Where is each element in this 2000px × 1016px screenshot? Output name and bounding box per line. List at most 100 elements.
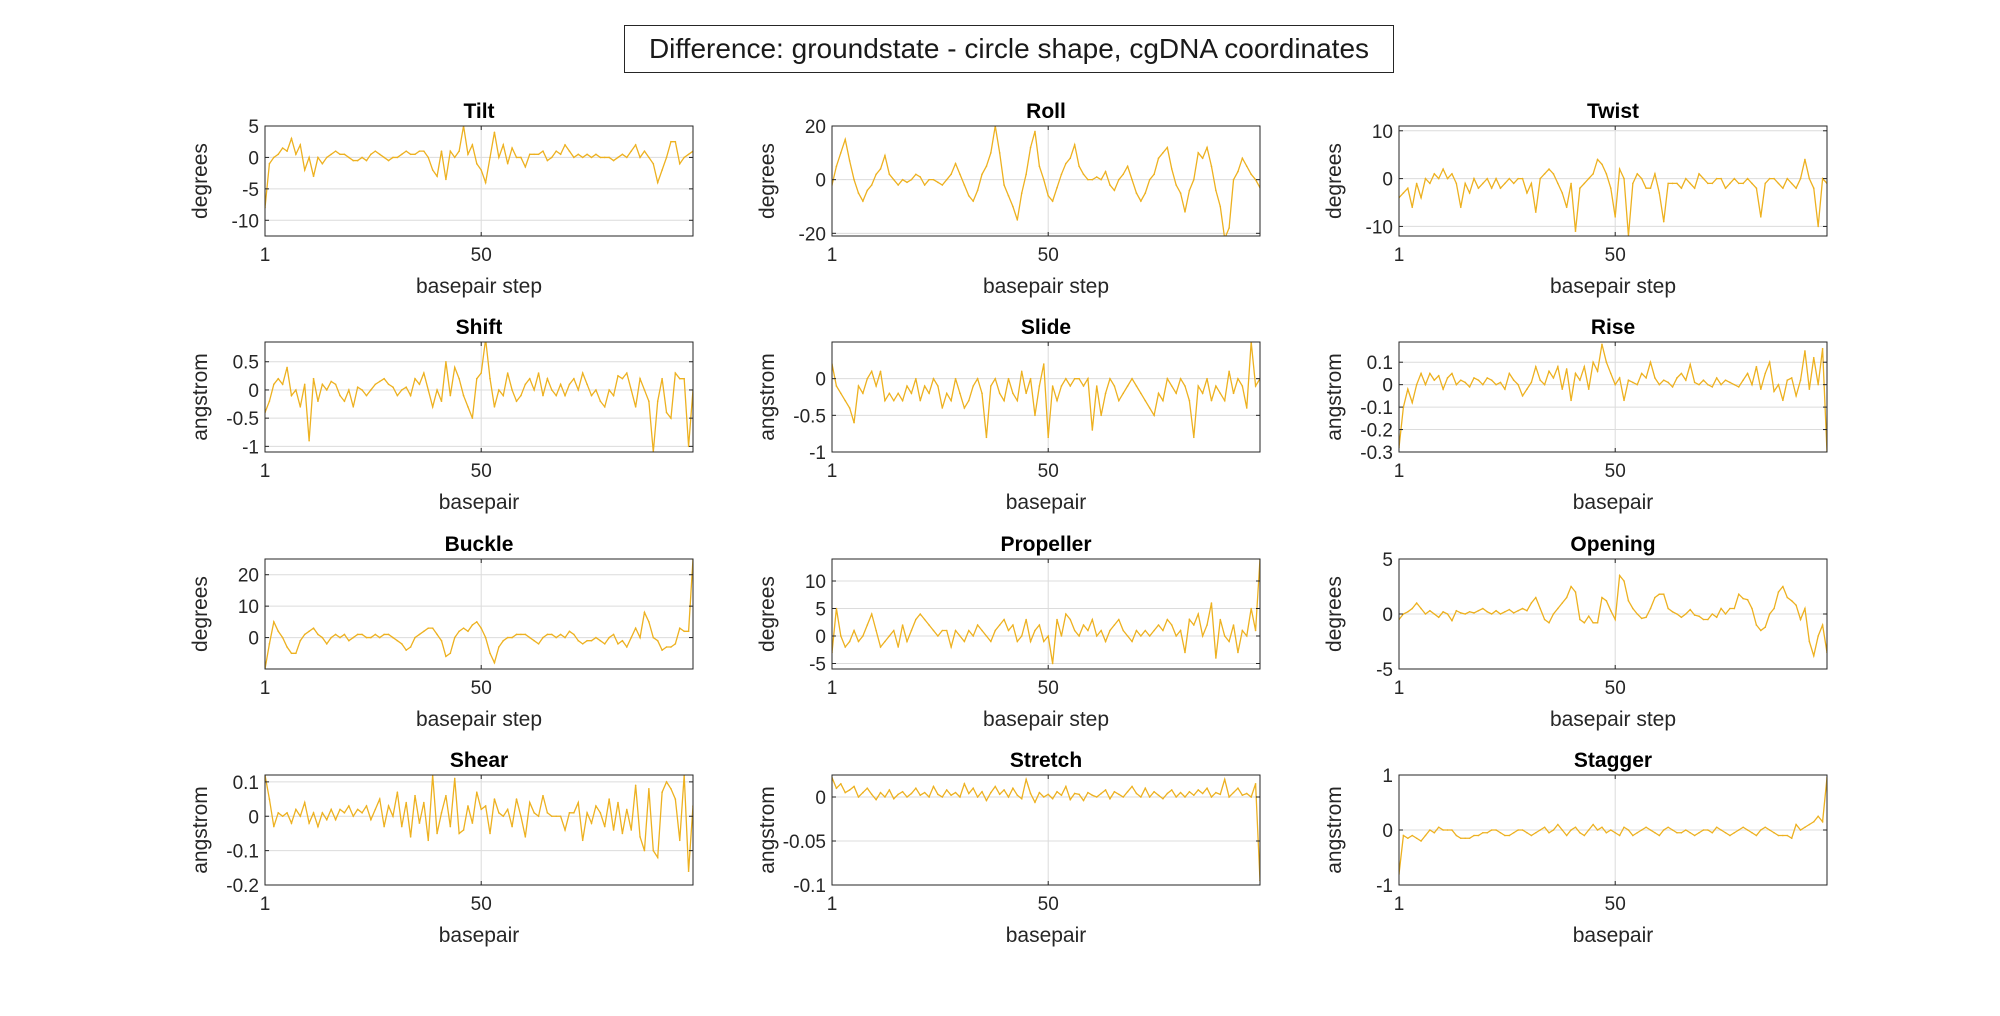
data-point <box>290 822 293 824</box>
data-point <box>967 194 970 197</box>
data-point <box>1654 377 1656 379</box>
data-point <box>1223 778 1226 781</box>
data-point <box>954 629 957 632</box>
data-point <box>892 629 895 632</box>
data-point <box>577 639 580 642</box>
data-point <box>1113 189 1116 192</box>
data-point <box>1122 173 1125 176</box>
data-point <box>1113 624 1116 626</box>
data-point <box>967 399 970 402</box>
plot-area <box>265 126 693 236</box>
data-point <box>875 798 877 801</box>
data-point <box>312 812 315 814</box>
data-point <box>1012 205 1014 208</box>
data-point <box>290 137 293 140</box>
data-point <box>919 794 922 797</box>
data-point <box>506 636 509 639</box>
data-point <box>1751 607 1753 610</box>
series-points-propeller <box>832 559 1260 665</box>
data-point <box>356 159 359 162</box>
data-point <box>312 627 315 629</box>
data-point <box>1495 609 1497 612</box>
data-point <box>1082 385 1085 387</box>
data-point <box>436 633 438 636</box>
data-point <box>352 406 355 408</box>
data-point <box>1623 826 1625 829</box>
data-point <box>1804 826 1806 829</box>
data-point <box>1451 173 1453 175</box>
data-point <box>1047 635 1050 637</box>
data-point <box>1812 820 1815 823</box>
data-point <box>1091 429 1094 431</box>
data-point <box>1693 187 1696 189</box>
data-point <box>1232 791 1235 794</box>
data-point <box>1587 829 1590 831</box>
data-point <box>348 156 350 159</box>
data-point <box>520 394 522 397</box>
data-point <box>1786 379 1789 381</box>
data-point <box>599 156 602 159</box>
y-tick-label: 0 <box>248 381 259 402</box>
data-point <box>1817 635 1819 637</box>
data-point <box>409 836 412 838</box>
data-point <box>1552 613 1555 615</box>
series-points-stretch <box>832 776 1260 882</box>
data-point <box>1587 615 1590 617</box>
data-point <box>1003 789 1005 791</box>
x-tick-label: 50 <box>1605 461 1626 482</box>
data-point <box>1698 383 1700 386</box>
data-point <box>1051 797 1054 800</box>
data-point <box>1671 182 1674 185</box>
series-line-twist <box>1399 158 1827 236</box>
data-point <box>555 815 558 818</box>
y-tick-label: 1 <box>1382 766 1393 787</box>
data-point <box>945 392 948 395</box>
data-point <box>1764 626 1767 628</box>
data-point <box>1104 640 1107 643</box>
data-point <box>652 162 655 165</box>
y-tick-label: -0.5 <box>793 406 826 427</box>
data-point <box>1698 831 1700 834</box>
x-axis-label: basepair step <box>1550 275 1676 298</box>
data-point <box>299 144 302 146</box>
data-point <box>1504 834 1506 837</box>
y-tick-label: 10 <box>805 572 826 593</box>
data-point <box>1153 414 1155 417</box>
data-point <box>286 812 288 814</box>
data-point <box>1799 829 1802 831</box>
data-point <box>1689 831 1692 834</box>
data-point <box>1755 624 1758 626</box>
data-point <box>1157 157 1160 159</box>
data-point <box>1095 635 1098 637</box>
data-point <box>1755 187 1758 189</box>
data-point <box>1667 381 1669 384</box>
data-point <box>343 812 346 814</box>
data-point <box>1420 607 1422 610</box>
data-point <box>493 798 496 800</box>
data-point <box>325 389 328 391</box>
data-point <box>621 639 624 642</box>
data-point <box>568 630 571 633</box>
y-tick-label: 0 <box>1382 170 1393 191</box>
data-point <box>1601 596 1603 599</box>
data-point <box>1020 635 1023 637</box>
data-point <box>1175 796 1177 798</box>
x-axis-label: basepair <box>1006 491 1087 514</box>
axes-box <box>264 341 694 453</box>
data-point <box>848 640 851 643</box>
data-point <box>1157 392 1160 395</box>
data-point <box>1109 377 1111 380</box>
axes-box <box>831 558 1261 670</box>
data-point <box>1477 379 1480 381</box>
data-point <box>888 789 891 791</box>
data-point <box>1636 383 1639 386</box>
data-point <box>985 635 988 637</box>
data-point <box>1592 361 1594 364</box>
data-point <box>573 812 575 814</box>
data-point <box>467 805 469 807</box>
data-point <box>1241 629 1244 632</box>
